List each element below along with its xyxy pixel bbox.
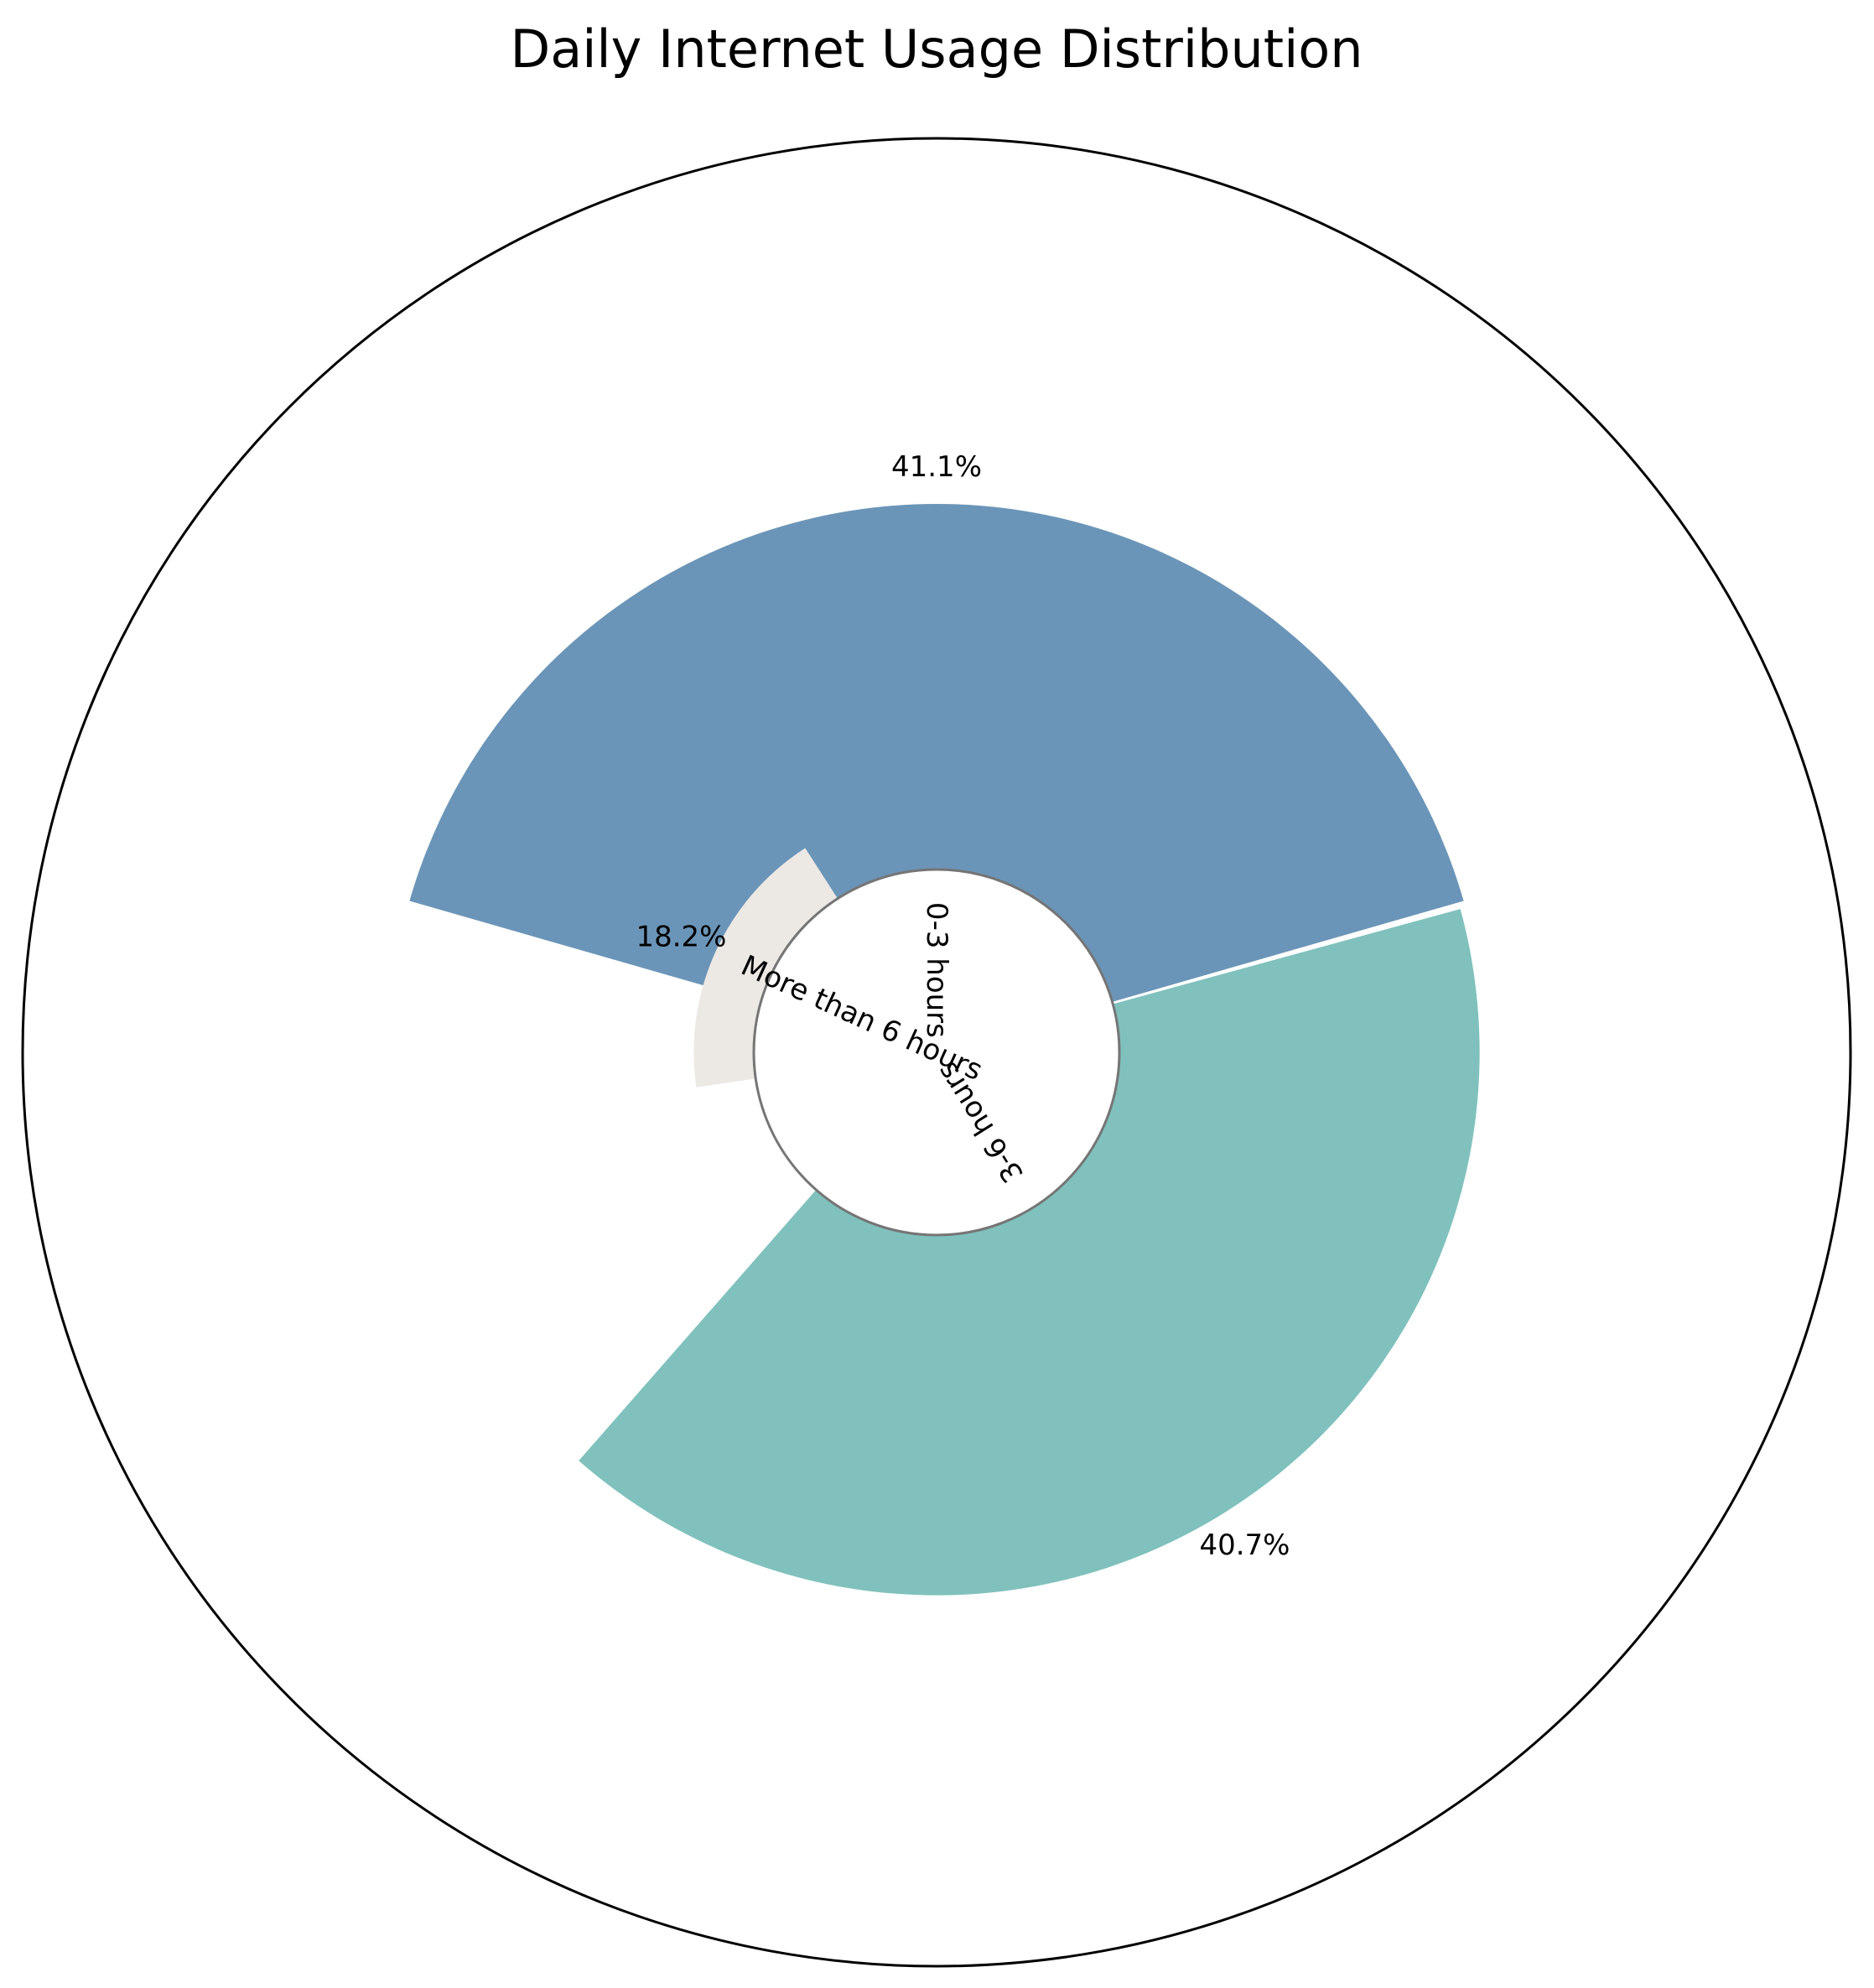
- percent-label-0-3-hours: 41.1%: [891, 450, 982, 484]
- wedge-0-3-hours: [409, 504, 1464, 1052]
- percent-label-group: 41.1% 40.7% 18.2%: [636, 450, 1290, 1562]
- category-label-0-3-hours: 0-3 hours: [920, 902, 953, 1038]
- percent-label-more-than-6-hours: 18.2%: [636, 920, 726, 953]
- polar-frame-circle: [21, 137, 1852, 1968]
- percent-label-3-6-hours: 40.7%: [1199, 1529, 1290, 1562]
- wedge-3-6-hours: [579, 909, 1480, 1596]
- center-hole: [752, 868, 1121, 1237]
- chart-title: Daily Internet Usage Distribution: [510, 18, 1363, 80]
